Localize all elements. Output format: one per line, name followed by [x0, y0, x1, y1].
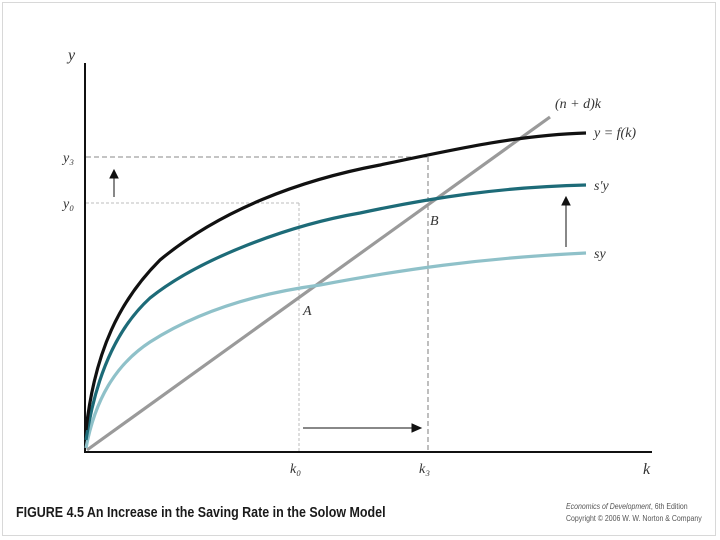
new-saving-label: s′y: [594, 179, 610, 194]
figure-caption: FIGURE 4.5 An Increase in the Saving Rat…: [16, 505, 386, 521]
x-axis-label: k: [643, 461, 651, 478]
new-saving-curve: [84, 183, 587, 441]
point-b-label: B: [430, 214, 439, 229]
y-axis-label: y: [66, 47, 76, 64]
depreciation-line: [86, 115, 551, 452]
k3-tick-label: k₃: [419, 462, 430, 477]
figure-title: An Increase in the Saving Rate in the So…: [86, 505, 386, 521]
y3-tick-label: y₃: [61, 151, 74, 166]
up-arrow-icon: [561, 195, 571, 247]
source-credit: Economics of Development, 6th Edition Co…: [566, 500, 702, 524]
up-arrow-icon: [109, 168, 119, 197]
saving-label: sy: [594, 247, 606, 262]
figure-number: FIGURE 4.5: [16, 505, 84, 521]
production-label: y = f(k): [592, 126, 636, 141]
k0-tick-label: k₀: [290, 462, 301, 477]
production-curve: [84, 131, 587, 431]
solow-model-diagram: y k y₃ y₀ k₀ k₃ (n + d)k y = f(k) s′y sy…: [61, 47, 652, 478]
book-credit-line: Economics of Development, 6th Edition: [566, 500, 689, 512]
point-a-label: A: [302, 304, 312, 319]
copyright-line: Copyright © 2006 W. W. Norton & Company: [566, 513, 702, 523]
y0-tick-label: y₀: [61, 197, 74, 212]
depreciation-label: (n + d)k: [555, 97, 602, 112]
book-edition: , 6th Edition: [650, 501, 688, 511]
book-title: Economics of Development: [566, 501, 651, 511]
right-arrow-icon: [303, 423, 423, 433]
saving-curve: [84, 251, 587, 449]
